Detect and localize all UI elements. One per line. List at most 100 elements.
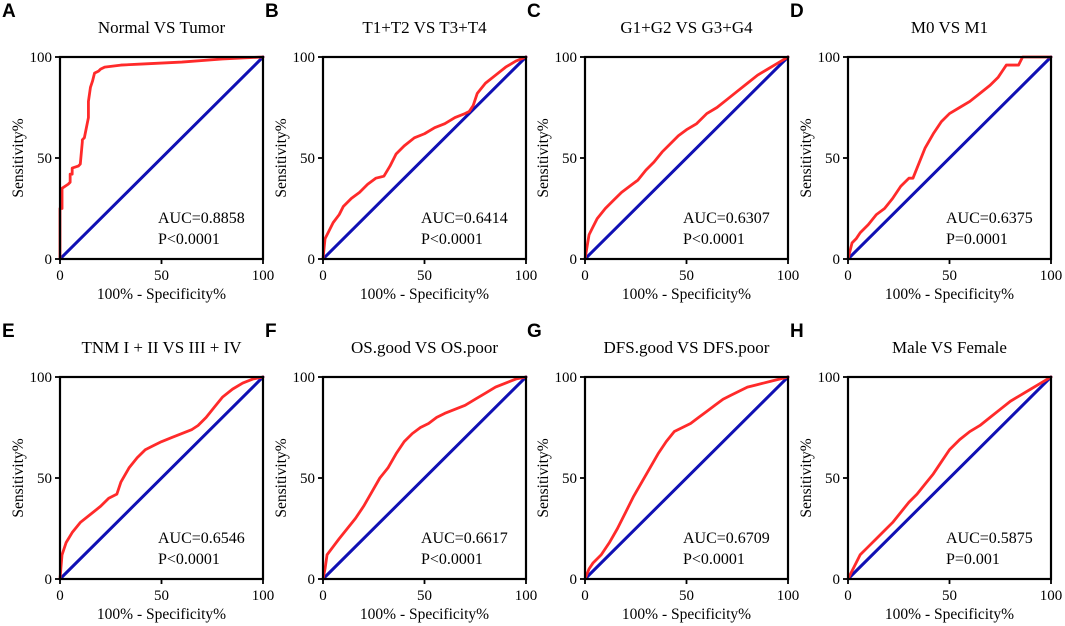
reference-diagonal-line bbox=[846, 55, 1053, 261]
x-tick-label: 100 bbox=[252, 588, 275, 604]
y-tick-label: 100 bbox=[555, 370, 578, 386]
x-tick-label: 0 bbox=[844, 588, 852, 604]
y-tick-label: 50 bbox=[825, 151, 840, 167]
p-value: P<0.0001 bbox=[683, 551, 745, 568]
roc-panel-b: B T1+T2 VS T3+T4 00 50 50 100 100 100% - Specif… bbox=[265, 1, 537, 303]
y-tick-label: 100 bbox=[818, 50, 841, 66]
y-tick-label: 50 bbox=[562, 471, 577, 487]
x-tick-label: 100 bbox=[777, 588, 800, 604]
reference-diagonal-line bbox=[583, 55, 790, 261]
y-tick-label: 0 bbox=[570, 252, 578, 268]
y-tick-label: 100 bbox=[293, 370, 316, 386]
p-value: P<0.0001 bbox=[683, 231, 745, 248]
y-axis-label: Sensitivity% bbox=[273, 118, 290, 197]
y-tick-label: 0 bbox=[570, 572, 578, 588]
roc-panel-g: G DFS.good VS DFS.poor 00 50 50 100 100 100% - … bbox=[527, 321, 799, 623]
x-axis-label: 100% - Specificity% bbox=[885, 606, 1014, 623]
x-tick-label: 100 bbox=[515, 588, 538, 604]
roc-panel-h: H Male VS Female 00 50 50 100 100 100% - Specif… bbox=[790, 321, 1062, 623]
auc-value: AUC=0.6414 bbox=[421, 210, 508, 227]
panel-title: T1+T2 VS T3+T4 bbox=[362, 18, 487, 37]
panel-title: M0 VS M1 bbox=[911, 18, 988, 37]
roc-panel-d: D M0 VS M1 00 50 50 100 100 100% - Specificity%… bbox=[790, 1, 1062, 303]
x-tick-label: 100 bbox=[1040, 588, 1063, 604]
y-tick-label: 50 bbox=[37, 151, 52, 167]
reference-diagonal-line bbox=[583, 375, 790, 581]
x-tick-label: 50 bbox=[942, 588, 957, 604]
y-tick-label: 100 bbox=[30, 370, 53, 386]
x-axis-label: 100% - Specificity% bbox=[97, 606, 226, 623]
roc-panel-f: F OS.good VS OS.poor 00 50 50 100 100 100% - Sp… bbox=[265, 321, 537, 623]
auc-value: AUC=0.6546 bbox=[158, 530, 245, 547]
reference-diagonal-line bbox=[321, 55, 528, 261]
roc-panel-c: C G1+G2 VS G3+G4 00 50 50 100 100 100% - Specif… bbox=[527, 1, 799, 303]
p-value: P<0.0001 bbox=[421, 231, 483, 248]
auc-value: AUC=0.6709 bbox=[683, 530, 770, 547]
x-axis-label: 100% - Specificity% bbox=[622, 286, 751, 303]
x-tick-label: 100 bbox=[1040, 268, 1063, 284]
y-tick-label: 100 bbox=[30, 50, 53, 66]
panel-title: OS.good VS OS.poor bbox=[351, 338, 498, 357]
reference-diagonal-line bbox=[58, 55, 265, 261]
x-tick-label: 50 bbox=[942, 268, 957, 284]
y-axis-label: Sensitivity% bbox=[10, 438, 27, 517]
x-tick-label: 50 bbox=[679, 588, 694, 604]
roc-curve-line bbox=[846, 375, 1053, 581]
x-tick-label: 50 bbox=[679, 268, 694, 284]
x-tick-label: 100 bbox=[777, 268, 800, 284]
x-tick-label: 0 bbox=[844, 268, 852, 284]
y-tick-label: 100 bbox=[818, 370, 841, 386]
auc-value: AUC=0.6617 bbox=[421, 530, 508, 547]
x-tick-label: 50 bbox=[154, 588, 169, 604]
p-value: P<0.0001 bbox=[421, 551, 483, 568]
panel-title: G1+G2 VS G3+G4 bbox=[620, 18, 753, 37]
y-axis-label: Sensitivity% bbox=[535, 118, 552, 197]
auc-value: AUC=0.8858 bbox=[158, 210, 245, 227]
reference-diagonal-line bbox=[321, 375, 528, 581]
reference-diagonal-line bbox=[58, 375, 265, 581]
x-tick-label: 0 bbox=[319, 268, 327, 284]
roc-curve-line bbox=[58, 375, 265, 581]
auc-value: AUC=0.6375 bbox=[946, 210, 1033, 227]
p-value: P<0.0001 bbox=[158, 551, 220, 568]
y-axis-label: Sensitivity% bbox=[798, 438, 815, 517]
reference-diagonal-line bbox=[846, 375, 1053, 581]
panel-letter: E bbox=[2, 321, 15, 342]
roc-curve-line bbox=[321, 375, 528, 581]
y-tick-label: 100 bbox=[293, 50, 316, 66]
y-tick-label: 50 bbox=[825, 471, 840, 487]
auc-value: AUC=0.6307 bbox=[683, 210, 770, 227]
x-axis-label: 100% - Specificity% bbox=[885, 286, 1014, 303]
panel-letter: H bbox=[790, 321, 804, 342]
y-tick-label: 0 bbox=[308, 572, 316, 588]
x-tick-label: 0 bbox=[56, 588, 64, 604]
panel-letter: C bbox=[527, 1, 541, 22]
p-value: P<0.0001 bbox=[158, 231, 220, 248]
x-tick-label: 0 bbox=[581, 588, 589, 604]
x-axis-label: 100% - Specificity% bbox=[622, 606, 751, 623]
roc-curve-line bbox=[583, 55, 790, 261]
y-tick-label: 50 bbox=[562, 151, 577, 167]
roc-curve-line bbox=[321, 55, 528, 261]
x-tick-label: 0 bbox=[581, 268, 589, 284]
panel-title: Male VS Female bbox=[892, 338, 1007, 357]
y-tick-label: 50 bbox=[37, 471, 52, 487]
p-value: P=0.001 bbox=[946, 551, 1000, 568]
y-tick-label: 0 bbox=[308, 252, 316, 268]
y-tick-label: 0 bbox=[833, 252, 841, 268]
panel-letter: B bbox=[265, 1, 279, 22]
panel-letter: D bbox=[790, 1, 804, 22]
auc-value: AUC=0.5875 bbox=[946, 530, 1033, 547]
y-axis-label: Sensitivity% bbox=[10, 118, 27, 197]
y-tick-label: 0 bbox=[45, 252, 53, 268]
y-tick-label: 100 bbox=[555, 50, 578, 66]
x-axis-label: 100% - Specificity% bbox=[97, 286, 226, 303]
roc-curve-line bbox=[583, 375, 790, 581]
p-value: P=0.0001 bbox=[946, 231, 1008, 248]
panel-title: TNM I + II VS III + IV bbox=[81, 338, 242, 357]
y-axis-label: Sensitivity% bbox=[273, 438, 290, 517]
x-tick-label: 50 bbox=[154, 268, 169, 284]
y-axis-label: Sensitivity% bbox=[798, 118, 815, 197]
x-tick-label: 100 bbox=[252, 268, 275, 284]
x-axis-label: 100% - Specificity% bbox=[360, 606, 489, 623]
